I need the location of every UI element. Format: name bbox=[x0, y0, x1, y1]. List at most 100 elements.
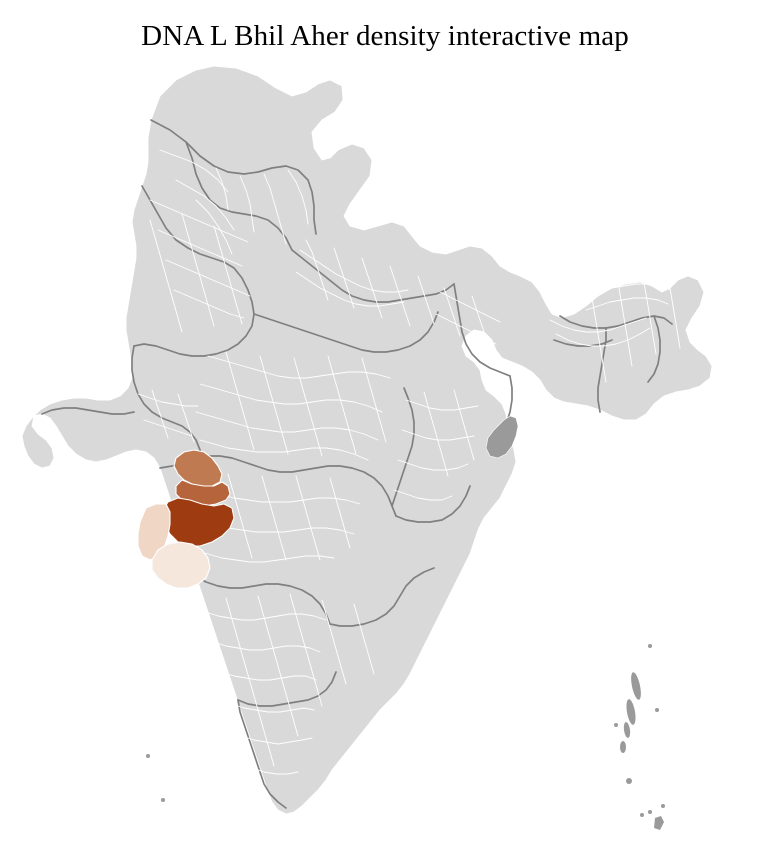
district-lines-raj-3 bbox=[165, 259, 251, 297]
district-lines-gujarat-2 bbox=[143, 419, 193, 437]
district-lines-mh-1 bbox=[205, 489, 361, 505]
district-nandurbar[interactable] bbox=[173, 449, 223, 487]
state-boundary-jk bbox=[150, 119, 317, 235]
sundarbans-delta-layer bbox=[485, 415, 519, 459]
nicobar-islet-2 bbox=[648, 810, 652, 814]
district-lines-mp-v4 bbox=[327, 355, 357, 455]
district-lines-raj-7 bbox=[213, 225, 243, 325]
district-lines-ne-4 bbox=[585, 297, 669, 311]
district-lines-ne-3 bbox=[575, 283, 671, 301]
district-lines-north-4 bbox=[215, 167, 229, 211]
district-lines-south-v2 bbox=[257, 595, 299, 737]
state-boundary-ne-meghalaya bbox=[553, 339, 613, 347]
district-lines-south-v5 bbox=[353, 603, 375, 675]
district-lines-mh-3 bbox=[193, 549, 335, 563]
district-lines-up-4 bbox=[333, 247, 355, 309]
district-lines-up-5 bbox=[361, 257, 383, 319]
state-boundary-kerala-tn bbox=[237, 699, 287, 809]
district-lines-south-v4 bbox=[321, 599, 347, 685]
andaman-middle-islet bbox=[626, 699, 636, 725]
district-lines-south-v1 bbox=[225, 597, 275, 767]
district-lines-mp-2 bbox=[199, 383, 383, 413]
district-lines-north-7 bbox=[287, 169, 309, 225]
andaman-west-islet bbox=[614, 723, 618, 727]
district-lines-ne-v4 bbox=[669, 287, 681, 349]
district-lines-bihar-1 bbox=[439, 291, 501, 323]
lakshadweep-islet-2 bbox=[146, 754, 150, 758]
district-lines-ne-v2 bbox=[617, 281, 633, 367]
map-landmass-layer bbox=[21, 65, 713, 815]
district-lines-bihar-4 bbox=[471, 295, 489, 345]
district-lines-mp-4 bbox=[199, 439, 369, 461]
district-lines-north-6 bbox=[263, 173, 287, 245]
district-lines-raj-6 bbox=[181, 213, 215, 327]
district-lines-raj-2 bbox=[157, 229, 243, 267]
nicobar-islet-1 bbox=[640, 813, 644, 817]
district-boundaries-layer bbox=[137, 149, 681, 775]
district-lines-south-2 bbox=[213, 641, 321, 653]
state-boundary-karnataka-ap bbox=[329, 567, 435, 627]
district-lines-gujarat-1 bbox=[137, 393, 199, 407]
district-lines-mh-v4 bbox=[329, 477, 351, 549]
district-lines-south-5 bbox=[241, 735, 313, 745]
andaman-north-islet bbox=[631, 672, 641, 700]
district-lines-mp-1 bbox=[207, 355, 391, 379]
state-boundary-maharashtra-south bbox=[195, 575, 331, 625]
district-lines-mp-3 bbox=[195, 411, 379, 441]
state-boundary-ne-assam bbox=[559, 315, 673, 329]
page-title: DNA L Bhil Aher density interactive map bbox=[141, 20, 629, 52]
district-lines-up-1 bbox=[299, 249, 409, 293]
little-andaman-islet bbox=[620, 741, 626, 753]
district-lines-east-v1 bbox=[423, 391, 449, 477]
state-boundaries-layer bbox=[41, 119, 673, 809]
state-boundary-chhattisgarh bbox=[391, 387, 415, 507]
district-lines-north-1 bbox=[159, 149, 229, 193]
state-boundary-karnataka-tn bbox=[237, 671, 337, 707]
district-lines-raj-4 bbox=[173, 289, 245, 319]
nicobar-islet-3 bbox=[661, 804, 665, 808]
district-lines-south-4 bbox=[231, 703, 315, 713]
district-lines-south-3 bbox=[221, 671, 317, 681]
district-lines-east-4 bbox=[393, 489, 453, 501]
district-lines-up-2 bbox=[295, 271, 405, 307]
andaman-south-islet bbox=[623, 722, 631, 738]
district-lines-south-v3 bbox=[289, 593, 323, 707]
state-boundary-gujarat bbox=[131, 345, 203, 461]
district-lines-east-v2 bbox=[453, 389, 475, 461]
district-lines-north-3 bbox=[195, 199, 233, 255]
district-pune[interactable] bbox=[151, 541, 211, 589]
district-lines-north-2 bbox=[175, 179, 235, 231]
district-lines-south-6 bbox=[251, 767, 299, 775]
state-boundary-up bbox=[291, 249, 455, 303]
district-lines-east-3 bbox=[397, 459, 469, 471]
lakshadweep-islet bbox=[161, 798, 165, 802]
great-nicobar-islet bbox=[654, 816, 664, 830]
district-lines-mp-v1 bbox=[225, 351, 255, 451]
district-lines-mh-v3 bbox=[295, 475, 321, 561]
highlighted-districts-layer[interactable] bbox=[137, 449, 235, 589]
state-boundary-bihar-jharkhand bbox=[453, 283, 511, 377]
district-lines-up-7 bbox=[417, 275, 435, 325]
district-lines-raj-5 bbox=[149, 219, 183, 333]
india-landmass bbox=[21, 65, 713, 815]
state-boundary-ne-nagaland bbox=[647, 315, 661, 383]
andaman-outlier-islet bbox=[648, 644, 652, 648]
district-lines-up-6 bbox=[389, 265, 411, 327]
district-lines-ne-v3 bbox=[643, 281, 657, 355]
district-lines-gujarat-4 bbox=[177, 393, 195, 443]
state-boundary-mp-north bbox=[253, 311, 439, 353]
island-territories-layer bbox=[146, 644, 665, 830]
barren-island-islet bbox=[655, 708, 659, 712]
district-lines-raj-1 bbox=[149, 199, 249, 243]
district-lines-north-5 bbox=[239, 175, 255, 233]
state-boundary-hp-punjab bbox=[185, 141, 293, 251]
car-nicobar-islet bbox=[626, 778, 632, 784]
district-lines-mp-v3 bbox=[293, 357, 323, 457]
state-boundary-odisha-ap bbox=[395, 485, 471, 523]
district-lines-mp-v2 bbox=[259, 355, 289, 455]
district-lines-mh-v2 bbox=[261, 475, 287, 561]
district-lines-ne-v1 bbox=[589, 285, 607, 383]
district-lines-gujarat-3 bbox=[151, 389, 169, 439]
district-lines-up-3 bbox=[305, 239, 329, 301]
